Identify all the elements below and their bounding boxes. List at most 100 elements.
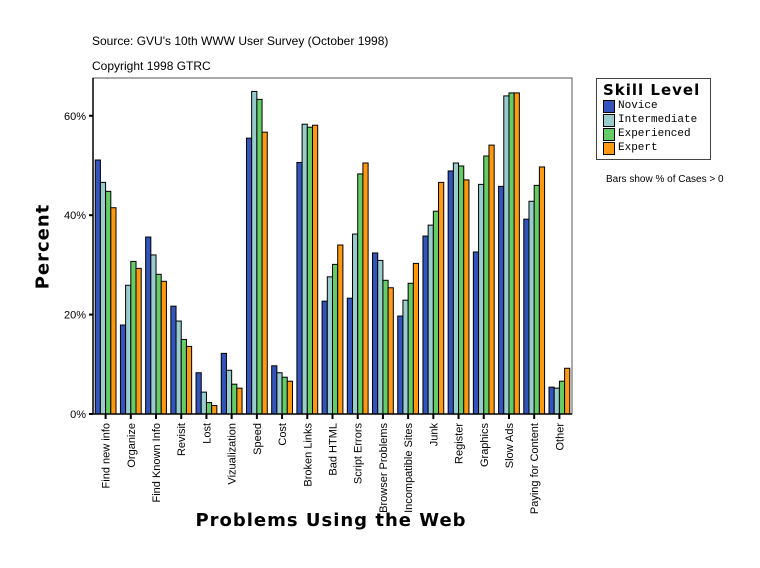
y-tick-label: 60% bbox=[64, 111, 86, 123]
bar-expert bbox=[538, 166, 546, 415]
legend-label: Intermediate bbox=[618, 114, 698, 126]
bar-experienced bbox=[281, 376, 288, 415]
copyright-text: Copyright 1998 GTRC bbox=[92, 59, 211, 73]
x-tick-label: Browser Problems bbox=[378, 423, 390, 513]
bar-expert bbox=[311, 124, 319, 415]
x-tick-label: Graphics bbox=[479, 423, 491, 468]
x-tick-label: Paying for Content bbox=[529, 423, 541, 514]
bar-intermediate bbox=[402, 299, 409, 415]
bar-experienced bbox=[130, 260, 137, 415]
bar-experienced bbox=[105, 190, 112, 415]
bar-expert bbox=[236, 387, 243, 415]
x-tick-label: Bad HTML bbox=[328, 423, 340, 476]
bar-intermediate bbox=[352, 233, 359, 415]
bar-expert bbox=[211, 405, 218, 415]
bar-expert bbox=[412, 262, 420, 415]
bar-novice bbox=[472, 251, 480, 415]
bar-experienced bbox=[205, 402, 213, 415]
bar-experienced bbox=[508, 92, 515, 415]
x-tick-label: Find new info bbox=[101, 423, 113, 488]
bar-intermediate bbox=[478, 183, 485, 415]
bar-intermediate bbox=[427, 224, 434, 415]
bar-novice bbox=[548, 386, 555, 415]
legend-swatch bbox=[603, 127, 615, 141]
legend-swatch bbox=[603, 113, 615, 127]
bar-experienced bbox=[180, 338, 187, 415]
bar-expert bbox=[513, 92, 520, 415]
note-text: Bars show % of Cases > 0 bbox=[606, 174, 724, 185]
bar-intermediate bbox=[150, 254, 157, 415]
bar-novice bbox=[220, 352, 227, 415]
bar-expert bbox=[185, 345, 193, 415]
bar-novice bbox=[170, 305, 177, 415]
bar-intermediate bbox=[125, 284, 132, 415]
legend-item-experienced: Experienced bbox=[603, 127, 710, 141]
x-tick-label: Junk bbox=[428, 423, 440, 447]
x-tick-label: Speed bbox=[252, 423, 264, 455]
bar-experienced bbox=[155, 273, 162, 415]
x-tick-label: Broken Links bbox=[302, 423, 314, 487]
legend-item-expert: Expert bbox=[603, 141, 710, 155]
x-tick-label: Revisit bbox=[176, 423, 188, 456]
bar-novice bbox=[523, 218, 530, 415]
bar-intermediate bbox=[276, 372, 283, 415]
x-tick-label: Incompatible Sites bbox=[403, 423, 415, 513]
bar-novice bbox=[346, 297, 354, 415]
bar-novice bbox=[245, 137, 253, 415]
bar-expert bbox=[110, 207, 117, 415]
bar-expert bbox=[564, 367, 571, 415]
x-tick-label: Organize bbox=[126, 423, 138, 468]
bar-intermediate bbox=[175, 320, 182, 415]
bar-expert bbox=[438, 181, 445, 415]
bar-novice bbox=[422, 235, 429, 415]
bar-intermediate bbox=[452, 162, 460, 415]
x-axis-label: Problems Using the Web bbox=[195, 510, 467, 531]
bar-experienced bbox=[558, 380, 566, 415]
bar-experienced bbox=[306, 126, 313, 415]
bar-expert bbox=[337, 244, 344, 415]
bar-novice bbox=[447, 170, 454, 415]
bar-experienced bbox=[256, 98, 263, 415]
legend-item-intermediate: Intermediate bbox=[603, 113, 710, 127]
bar-expert bbox=[387, 287, 394, 415]
source-text: Source: GVU's 10th WWW User Survey (Octo… bbox=[92, 34, 389, 48]
bar-experienced bbox=[432, 210, 440, 415]
bar-novice bbox=[145, 236, 152, 415]
bar-expert bbox=[286, 380, 293, 415]
legend-label: Expert bbox=[618, 142, 658, 154]
x-tick-label: Other bbox=[554, 423, 566, 451]
bar-experienced bbox=[458, 165, 465, 415]
bar-experienced bbox=[483, 155, 490, 415]
y-axis-label: Percent bbox=[32, 203, 54, 290]
legend-swatch bbox=[603, 141, 615, 155]
bar-experienced bbox=[533, 184, 540, 415]
bar-intermediate bbox=[225, 369, 233, 415]
bar-intermediate bbox=[251, 90, 258, 415]
x-tick-label: Cost bbox=[277, 423, 289, 446]
bar-expert bbox=[160, 280, 167, 415]
bar-intermediate bbox=[326, 276, 333, 415]
legend-title: Skill Level bbox=[603, 81, 701, 99]
bar-experienced bbox=[332, 263, 339, 415]
bar-experienced bbox=[357, 173, 364, 415]
x-tick-label: Register bbox=[454, 423, 466, 464]
legend-label: Novice bbox=[618, 100, 658, 112]
bar-intermediate bbox=[528, 200, 535, 415]
bar-experienced bbox=[407, 282, 414, 415]
bar-novice bbox=[397, 315, 404, 415]
bar-novice bbox=[296, 161, 303, 415]
bar-expert bbox=[135, 267, 142, 415]
bar-intermediate bbox=[553, 387, 560, 415]
bar-experienced bbox=[382, 279, 389, 415]
bar-novice bbox=[94, 159, 101, 415]
bar-experienced bbox=[231, 383, 238, 415]
bar-intermediate bbox=[301, 123, 308, 415]
bar-novice bbox=[372, 252, 379, 415]
x-tick-label: Lost bbox=[201, 423, 213, 444]
bar-intermediate bbox=[377, 259, 384, 415]
x-tick-label: Slow Ads bbox=[504, 423, 516, 469]
y-tick-label: 40% bbox=[64, 210, 86, 222]
bar-expert bbox=[463, 179, 470, 415]
